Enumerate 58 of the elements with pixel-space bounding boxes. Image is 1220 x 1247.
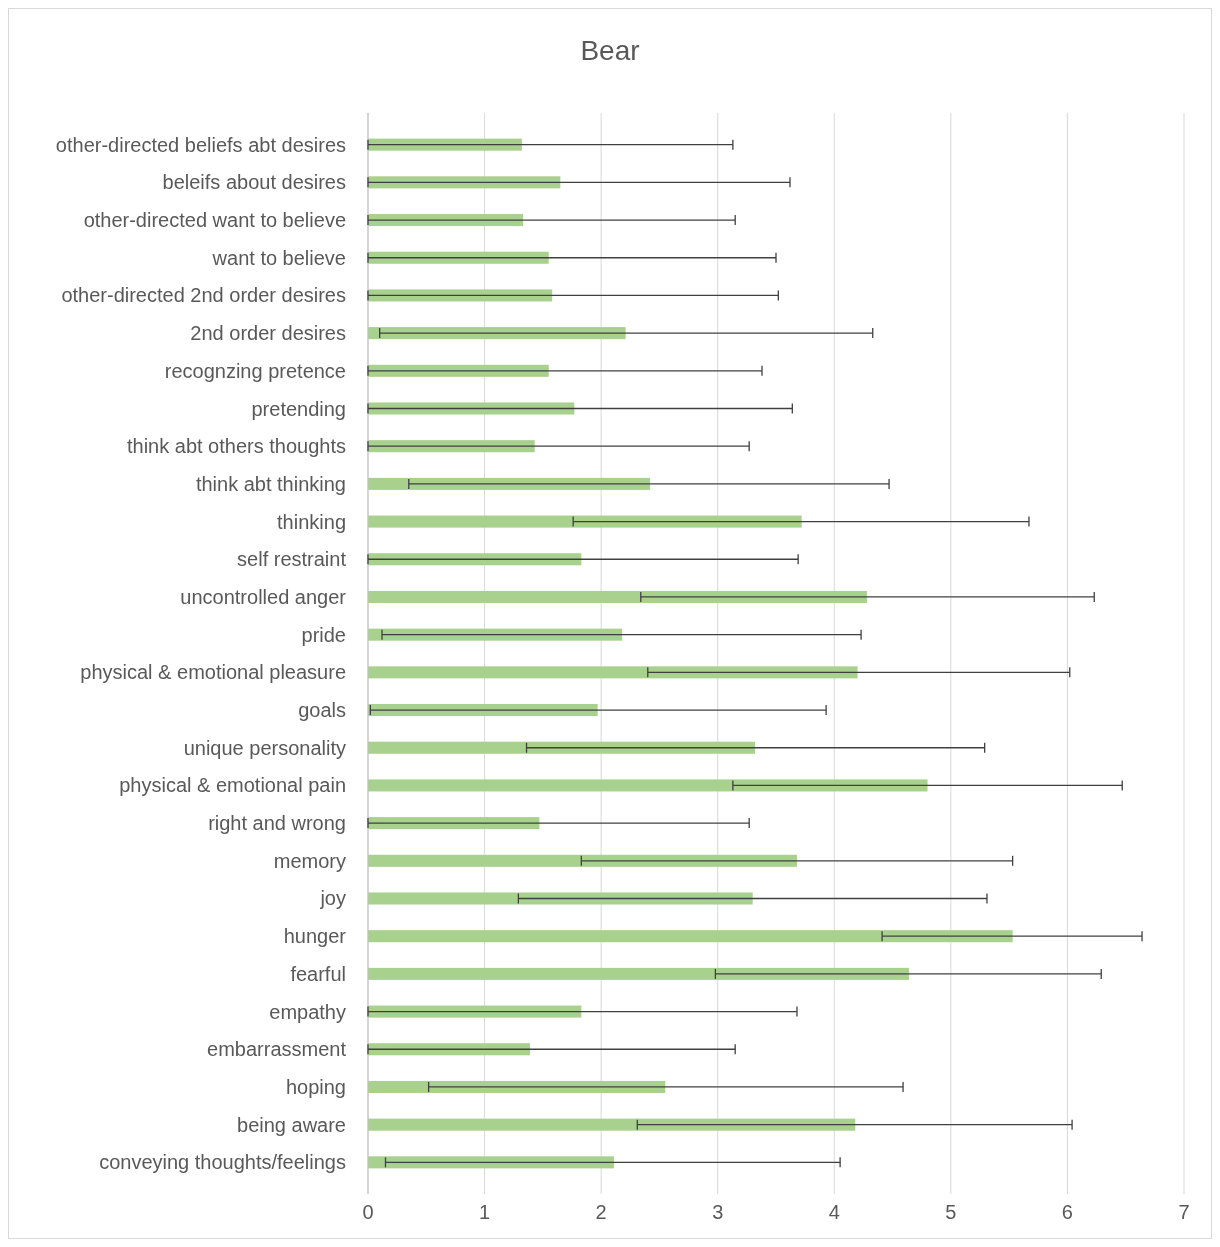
y-tick-label: recognzing pretence (164, 359, 346, 382)
y-tick-label: other-directed want to believe (83, 209, 346, 232)
x-tick-label: 0 (362, 1201, 374, 1223)
bar (368, 854, 797, 867)
bar (368, 138, 522, 151)
y-tick-label: unique personality (183, 736, 346, 759)
bar (368, 930, 1013, 943)
y-tick-label: think abt thinking (195, 472, 346, 495)
x-tick-label: 1 (479, 1201, 491, 1223)
y-tick-label: want to believe (211, 246, 346, 269)
x-tick-label: 5 (945, 1201, 957, 1223)
y-tick-label: conveying thoughts/feelings (99, 1151, 346, 1174)
y-tick-label: memory (273, 849, 346, 872)
y-tick-label: pretending (251, 397, 346, 420)
bar (368, 967, 909, 980)
bar (368, 251, 549, 264)
y-tick-label: joy (319, 887, 346, 910)
bar (368, 741, 756, 754)
x-tick-label: 3 (712, 1201, 724, 1223)
y-tick-label: being aware (237, 1113, 346, 1136)
y-tick-label: empathy (269, 1000, 346, 1023)
y-tick-label: hoping (285, 1075, 346, 1098)
y-tick-label: other-directed beliefs abt desires (55, 133, 346, 156)
y-tick-label: pride (301, 623, 346, 646)
bar (368, 402, 575, 415)
chart-title: Bear (580, 35, 640, 66)
bar (368, 779, 928, 792)
y-tick-label: beleifs about desires (162, 171, 346, 194)
y-tick-label: physical & emotional pleasure (80, 661, 346, 684)
bar (368, 1043, 531, 1056)
y-tick-label: self restraint (237, 548, 347, 571)
y-tick-label: 2nd order desires (190, 322, 346, 345)
bar (368, 1118, 856, 1131)
x-tick-label: 7 (1178, 1201, 1190, 1223)
y-tick-label: right and wrong (208, 812, 346, 835)
bar (368, 1156, 614, 1169)
bar (368, 515, 802, 528)
x-tick-label: 2 (595, 1201, 607, 1223)
bar (368, 440, 535, 453)
y-tick-label: fearful (290, 962, 346, 985)
y-tick-label: goals (298, 699, 346, 722)
bar (368, 364, 549, 377)
bar (368, 1005, 582, 1018)
y-tick-label: uncontrolled anger (180, 585, 347, 608)
y-tick-label: hunger (283, 925, 347, 948)
bar (368, 289, 553, 302)
y-tick-label: other-directed 2nd order desires (61, 284, 346, 307)
bar (368, 176, 561, 189)
x-tick-label: 4 (828, 1201, 840, 1223)
bar (368, 628, 623, 641)
x-tick-label: 6 (1061, 1201, 1073, 1223)
bar (368, 553, 582, 566)
bar (368, 892, 753, 905)
y-tick-label: embarrassment (207, 1038, 347, 1061)
y-tick-label: think abt others thoughts (126, 435, 346, 458)
bar (368, 666, 858, 679)
y-tick-label: physical & emotional pain (119, 774, 346, 797)
y-tick-label: thinking (277, 510, 346, 533)
